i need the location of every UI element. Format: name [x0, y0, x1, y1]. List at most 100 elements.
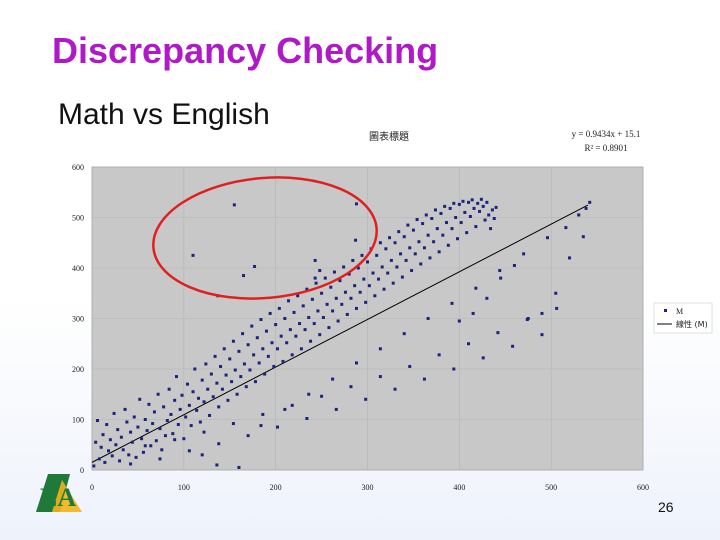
- data-point: [318, 333, 322, 337]
- data-point: [389, 258, 393, 262]
- data-point: [476, 201, 480, 205]
- data-point: [174, 375, 178, 379]
- data-point: [211, 395, 215, 399]
- x-tick-label: 600: [637, 483, 649, 492]
- data-point: [259, 318, 263, 322]
- data-point: [321, 315, 325, 319]
- data-point: [408, 364, 412, 368]
- legend-box: [653, 302, 713, 334]
- data-point: [206, 387, 210, 391]
- data-point: [411, 228, 415, 232]
- x-tick-label: 200: [270, 483, 282, 492]
- data-point: [215, 463, 219, 467]
- data-point: [406, 223, 410, 227]
- data-point: [163, 434, 167, 438]
- data-point: [130, 440, 134, 444]
- data-point: [294, 334, 298, 338]
- data-point: [481, 204, 485, 208]
- y-tick-label: 100: [72, 416, 84, 425]
- data-point: [327, 326, 331, 330]
- grid-lines: [91, 166, 644, 471]
- data-point: [468, 214, 472, 218]
- data-point: [285, 341, 289, 345]
- data-point: [239, 375, 243, 379]
- data-point: [356, 266, 360, 270]
- data-point: [479, 197, 483, 201]
- data-point: [220, 387, 224, 391]
- data-point: [467, 200, 471, 204]
- data-point: [577, 213, 581, 217]
- data-point: [402, 235, 406, 239]
- data-point: [136, 425, 140, 429]
- data-point: [242, 274, 246, 278]
- data-point: [263, 372, 267, 376]
- chart-title: 圖表標題: [369, 130, 409, 143]
- data-point: [540, 311, 544, 315]
- data-point: [290, 353, 294, 357]
- data-point: [362, 277, 366, 281]
- data-point: [202, 430, 206, 434]
- data-point: [494, 205, 498, 209]
- data-point: [457, 319, 461, 323]
- data-point: [237, 465, 241, 469]
- data-point: [349, 296, 353, 300]
- data-point: [417, 240, 421, 244]
- data-point: [129, 430, 133, 434]
- data-point: [526, 317, 530, 320]
- data-point: [248, 368, 252, 372]
- data-point: [426, 317, 430, 320]
- logo: EA: [36, 474, 82, 512]
- data-point: [235, 392, 239, 396]
- data-point: [555, 306, 559, 310]
- data-point: [231, 339, 235, 343]
- data-point: [173, 438, 177, 442]
- data-point: [378, 347, 382, 351]
- data-point: [439, 211, 443, 215]
- data-point: [202, 400, 206, 404]
- data-point: [432, 240, 436, 244]
- data-point: [588, 200, 592, 204]
- data-point: [316, 309, 320, 313]
- data-point: [224, 373, 228, 377]
- data-point: [184, 415, 188, 419]
- data-point: [107, 449, 111, 453]
- data-point: [481, 356, 485, 360]
- data-point: [377, 277, 381, 281]
- data-point: [97, 457, 101, 461]
- data-point: [187, 449, 191, 453]
- data-points: [92, 197, 592, 469]
- data-point: [428, 256, 432, 260]
- data-point: [343, 290, 347, 294]
- page-number: 26: [658, 499, 674, 515]
- data-point: [487, 213, 491, 217]
- data-point: [156, 392, 160, 396]
- data-point: [307, 315, 311, 319]
- data-point: [581, 235, 585, 239]
- data-point: [329, 285, 333, 289]
- data-point: [233, 368, 237, 372]
- data-point: [485, 200, 489, 204]
- data-point: [441, 233, 445, 237]
- data-point: [152, 410, 156, 414]
- data-point: [114, 443, 118, 447]
- data-point: [415, 218, 419, 222]
- data-point: [195, 408, 199, 412]
- data-point: [499, 276, 503, 280]
- data-point: [154, 439, 158, 443]
- y-tick-label: 400: [72, 264, 84, 273]
- data-point: [489, 227, 493, 231]
- data-point: [354, 202, 358, 206]
- data-point: [283, 317, 287, 320]
- data-point: [426, 233, 430, 237]
- data-point: [290, 403, 294, 407]
- data-point: [191, 390, 195, 394]
- data-point: [492, 217, 496, 221]
- trendline-equation: y = 0.9434x + 15.1: [572, 129, 641, 139]
- data-point: [404, 258, 408, 262]
- data-point: [127, 453, 131, 457]
- data-point: [338, 279, 342, 283]
- data-point: [422, 246, 426, 250]
- data-point: [101, 433, 105, 437]
- data-point: [400, 275, 404, 279]
- data-point: [490, 208, 494, 212]
